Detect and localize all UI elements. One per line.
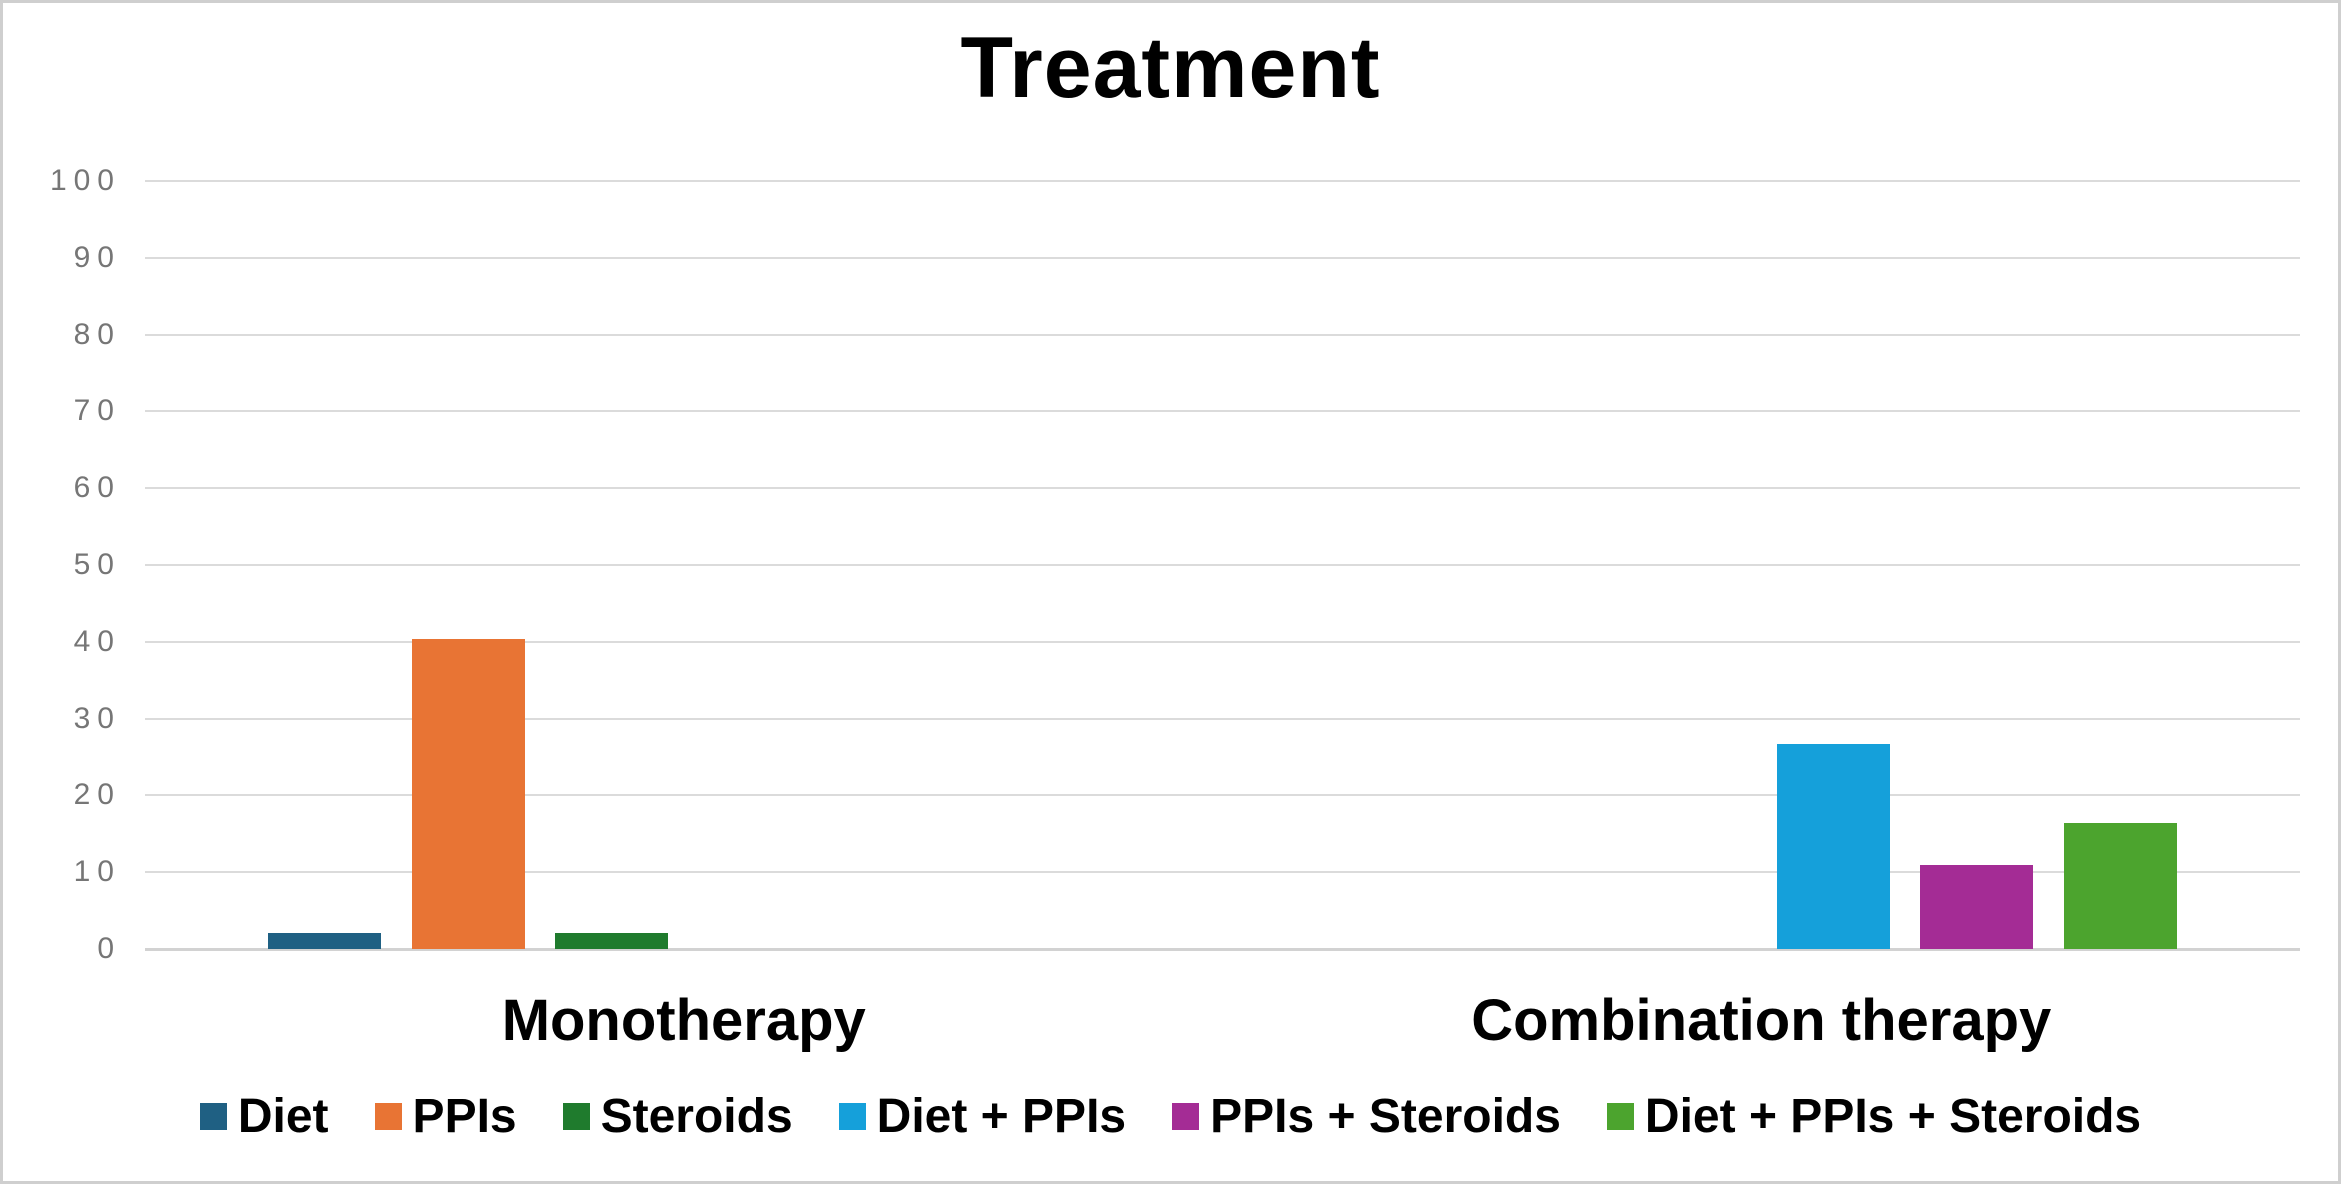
- y-axis-tick-0: 0: [97, 932, 121, 965]
- gridline-60: [145, 487, 2300, 490]
- y-axis-tick-20: 20: [73, 778, 121, 812]
- legend-swatch-icon: [1606, 1103, 1634, 1130]
- legend: Diet PPIs Steroids Diet + PPIs PPIs + Steroi…: [3, 1089, 2338, 1144]
- bar-ppis: [411, 638, 525, 949]
- gridline-40: [145, 640, 2300, 643]
- legend-label: PPIs: [412, 1090, 517, 1143]
- legend-item-diet-ppis: Diet + PPIs: [838, 1089, 1127, 1144]
- legend-swatch-icon: [199, 1103, 227, 1130]
- legend-swatch-icon: [838, 1103, 866, 1130]
- legend-label: Diet + PPIs: [876, 1090, 1127, 1143]
- gridline-20: [145, 794, 2300, 797]
- y-axis-tick-100: 100: [49, 164, 121, 197]
- bar-diet: [268, 932, 381, 949]
- legend-item-diet-ppis-steroids: Diet + PPIs + Steroids: [1606, 1089, 2142, 1144]
- gridline-10: [145, 871, 2300, 874]
- y-axis-tick-10: 10: [73, 855, 121, 889]
- legend-item-ppis: PPIs: [374, 1089, 517, 1144]
- legend-label: Diet + PPIs + Steroids: [1644, 1090, 2142, 1143]
- legend-item-ppis-steroids: PPIs + Steroids: [1172, 1089, 1561, 1144]
- category-label-monotherapy: Monotherapy: [501, 988, 866, 1053]
- gridline-70: [145, 410, 2300, 413]
- legend-label: Diet: [237, 1090, 329, 1143]
- y-axis-tick-40: 40: [73, 624, 121, 658]
- legend-swatch-icon: [1172, 1103, 1200, 1130]
- gridline-30: [145, 717, 2300, 720]
- legend-swatch-icon: [374, 1103, 402, 1130]
- legend-swatch-icon: [562, 1103, 590, 1130]
- bar-steroids: [555, 932, 669, 949]
- bar-diet-ppis-steroids: [2064, 823, 2177, 949]
- bar-diet-ppis: [1776, 743, 1890, 949]
- chart-title: Treatment: [960, 20, 1381, 116]
- legend-label: Steroids: [600, 1090, 793, 1143]
- y-axis-tick-80: 80: [73, 317, 121, 351]
- gridline-80: [145, 333, 2300, 336]
- bar-ppis-steroids: [1920, 865, 2034, 949]
- y-axis-tick-30: 30: [73, 701, 121, 735]
- y-axis-tick-50: 50: [73, 548, 121, 581]
- y-axis-tick-70: 70: [73, 394, 121, 428]
- y-axis-tick-90: 90: [73, 240, 121, 274]
- legend-item-diet: Diet: [199, 1089, 329, 1144]
- gridline-90: [145, 256, 2300, 259]
- gridline-50: [145, 564, 2300, 566]
- gridline-100: [145, 180, 2300, 182]
- plot-area: 0 10 20 30 40 50 60 70 80 90 100 Monotherapy Combina…: [3, 3, 2338, 1181]
- gridline-0: [145, 948, 2300, 951]
- y-axis-tick-60: 60: [73, 471, 121, 505]
- category-label-combination-therapy: Combination therapy: [1471, 988, 2052, 1053]
- legend-label: PPIs + Steroids: [1210, 1090, 1561, 1143]
- legend-item-steroids: Steroids: [562, 1089, 793, 1144]
